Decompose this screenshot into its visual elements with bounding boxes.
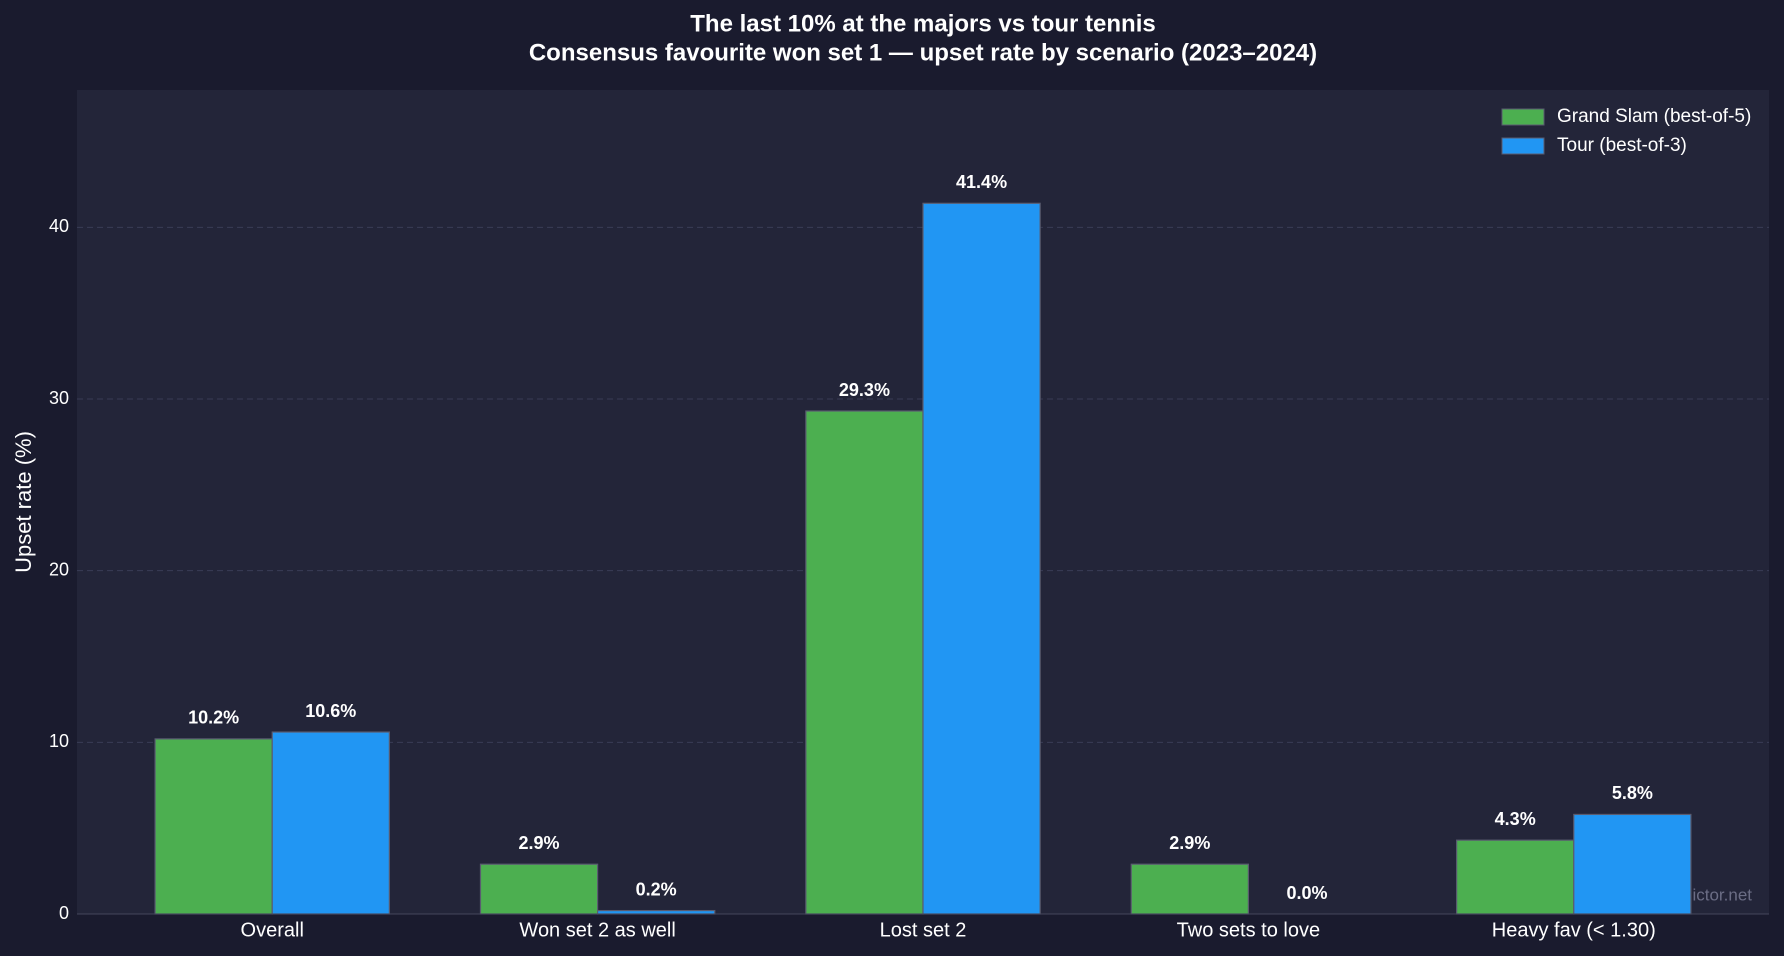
y-tick-label: 10	[49, 731, 69, 751]
value-label: 10.6%	[305, 701, 356, 721]
legend-label: Tour (best-of-3)	[1557, 135, 1687, 156]
chart-title: The last 10% at the majors vs tour tenni…	[690, 10, 1155, 37]
y-tick-label: 40	[49, 216, 69, 236]
value-label: 2.9%	[1169, 833, 1210, 853]
bar	[805, 410, 924, 915]
legend-label: Grand Slam (best-of-5)	[1557, 106, 1751, 127]
bar	[1573, 813, 1692, 915]
x-tick-label: Won set 2 as well	[519, 919, 675, 941]
bar	[479, 863, 599, 915]
chart-subtitle: Consensus favourite won set 1 — upset ra…	[529, 39, 1317, 66]
bar	[922, 202, 1041, 915]
bar	[154, 738, 273, 915]
x-tick-label: Overall	[241, 919, 304, 941]
legend-swatch	[1501, 137, 1545, 155]
value-label: 5.8%	[1612, 783, 1653, 803]
bar	[597, 909, 716, 915]
y-tick-label: 20	[49, 559, 69, 579]
value-label: 10.2%	[188, 708, 239, 728]
bar	[1130, 863, 1249, 915]
x-tick-label: Heavy fav (< 1.30)	[1492, 919, 1656, 941]
legend-swatch	[1501, 108, 1545, 126]
value-label: 2.9%	[519, 833, 560, 853]
value-label: 0.0%	[1286, 883, 1327, 903]
value-label: 29.3%	[839, 380, 890, 400]
y-axis-label: Upset rate (%)	[11, 431, 36, 573]
bar	[1456, 839, 1575, 915]
value-label: 4.3%	[1495, 809, 1536, 829]
value-label: 0.2%	[636, 879, 677, 899]
bar	[271, 731, 390, 915]
y-tick-label: 0	[59, 903, 69, 923]
y-tick-label: 30	[49, 388, 69, 408]
x-tick-label: Two sets to love	[1177, 919, 1320, 941]
x-tick-label: Lost set 2	[880, 919, 967, 941]
value-label: 41.4%	[956, 172, 1007, 192]
